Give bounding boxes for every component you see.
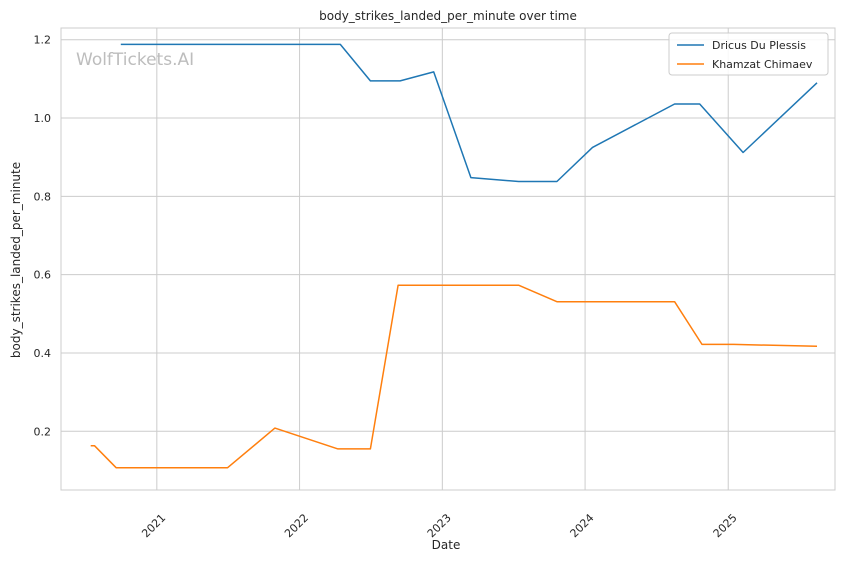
x-tick-label: 2025 [711,511,740,540]
chart-title: body_strikes_landed_per_minute over time [319,9,577,23]
x-tick-label: 2024 [568,511,597,540]
y-tick-label: 0.2 [34,425,52,438]
series-line [90,284,818,469]
y-tick-label: 1.2 [34,34,52,47]
series-line [120,43,818,183]
y-tick-label: 0.6 [34,269,52,282]
x-tick-label: 2022 [282,511,311,540]
y-tick-label: 0.4 [34,347,52,360]
series-lines [90,43,818,469]
legend: Dricus Du Plessis Khamzat Chimaev [668,32,829,76]
y-tick-label: 1.0 [34,112,52,125]
plot-area [60,27,836,491]
tick-labels: 0.2 0.4 0.6 0.8 1.0 1.2 2021 2022 2023 2024 2025 [34,34,740,541]
legend-label: Dricus Du Plessis [712,39,806,52]
legend-label: Khamzat Chimaev [712,58,813,71]
x-tick-label: 2021 [139,511,168,540]
y-axis-label: body_strikes_landed_per_minute [9,162,23,358]
y-tick-label: 0.8 [34,190,52,203]
watermark: WolfTickets.AI [76,50,194,70]
legend-box [668,32,829,76]
x-axis-label: Date [432,538,461,552]
x-tick-label: 2023 [425,511,454,540]
grid-lines [61,28,835,490]
